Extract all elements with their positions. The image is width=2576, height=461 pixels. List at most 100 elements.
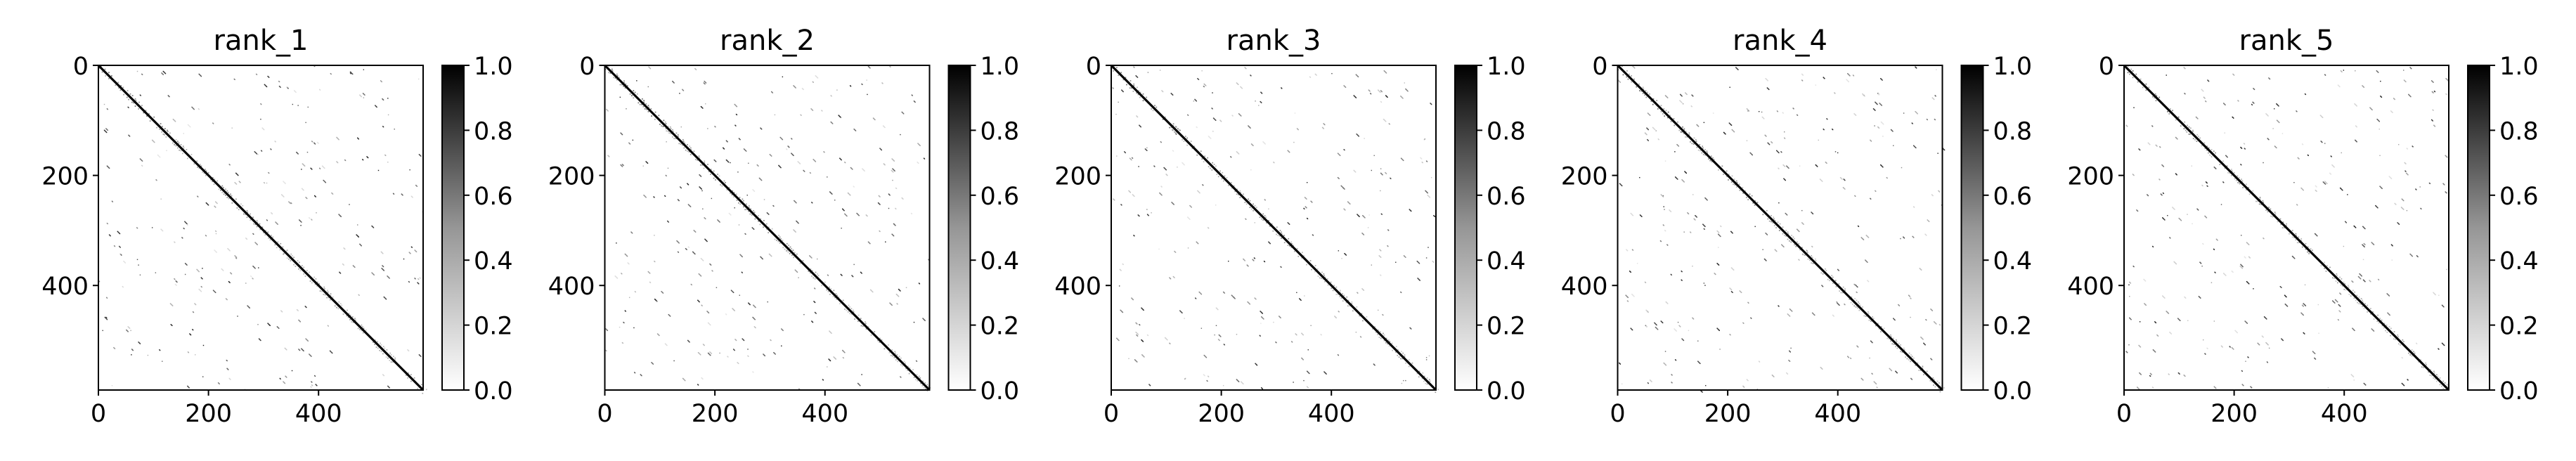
heatmap-cell <box>1697 361 1700 363</box>
heatmap-cell <box>2447 79 2449 81</box>
heatmap-cell <box>1408 359 1410 361</box>
heatmap-cell <box>1877 126 1879 128</box>
heatmap-cell <box>2184 67 2185 69</box>
heatmap-cell <box>1224 292 1225 294</box>
heatmap-cell <box>1811 262 1813 264</box>
heatmap-cell <box>1662 113 1664 115</box>
heatmap-cell <box>1200 293 1202 294</box>
heatmap-cell <box>259 339 261 341</box>
heatmap-cell <box>1652 127 1655 129</box>
heatmap-cell <box>1809 259 1811 261</box>
heatmap-cell <box>136 70 138 72</box>
heatmap-cell <box>1729 334 1730 335</box>
heatmap-cell <box>753 190 756 192</box>
heatmap-cell <box>1118 339 1120 342</box>
heatmap-cell <box>1783 165 1785 167</box>
heatmap-cell <box>250 275 252 277</box>
heatmap-cell <box>695 69 697 70</box>
heatmap-cell <box>2352 375 2354 377</box>
heatmap-cell <box>736 200 738 201</box>
y-tick-label: 0 <box>579 53 595 81</box>
heatmap-cell <box>1418 370 1420 372</box>
heatmap-cell <box>865 214 867 216</box>
heatmap-cell <box>1141 354 1143 356</box>
heatmap-cell <box>1802 223 1804 225</box>
heatmap-cell <box>290 260 292 261</box>
y-tick-label: 400 <box>548 273 595 301</box>
heatmap-cell <box>613 77 614 79</box>
heatmap-cell <box>1938 190 1939 192</box>
heatmap-cell <box>266 220 268 221</box>
heatmap-cell <box>1288 151 1290 152</box>
heatmap-cell <box>619 96 621 98</box>
heatmap-cell <box>1380 257 1382 258</box>
heatmap-cell <box>1801 247 1803 249</box>
heatmap-cell <box>1837 269 1839 271</box>
heatmap-cell <box>1357 214 1359 216</box>
heatmap-cell <box>877 339 879 342</box>
heatmap-cell <box>2316 186 2317 188</box>
heatmap-cell <box>227 247 228 249</box>
heatmap-cell <box>1400 351 1402 353</box>
heatmap-cell <box>682 144 683 146</box>
heatmap-cell <box>1283 235 1285 236</box>
heatmap-cell <box>2238 100 2239 102</box>
heatmap-cell <box>305 338 306 339</box>
heatmap-cell <box>105 128 107 129</box>
heatmap-cell <box>311 384 313 387</box>
heatmap-cell <box>1683 133 1685 135</box>
heatmap-cell <box>668 314 670 316</box>
heatmap-cell <box>1428 195 1430 197</box>
heatmap-cell <box>1842 286 1844 288</box>
heatmap-cell <box>314 143 316 145</box>
heatmap-cell <box>1798 242 1800 245</box>
heatmap-cell <box>751 227 753 228</box>
heatmap-cell <box>753 190 755 192</box>
heatmap-cell <box>697 299 699 301</box>
heatmap-cell <box>857 314 860 316</box>
heatmap-cell <box>1868 311 1869 313</box>
heatmap-cell <box>1863 315 1865 317</box>
heatmap-cell <box>869 242 871 245</box>
heatmap-cell <box>1239 190 1241 192</box>
x-tick-label: 400 <box>801 400 848 428</box>
heatmap-cell <box>1290 241 1292 243</box>
heatmap-cell <box>1241 382 1243 384</box>
heatmap-cell <box>1733 269 1735 271</box>
heatmap-cell <box>634 91 636 93</box>
heatmap-cell <box>2376 70 2378 72</box>
heatmap-cell <box>1766 79 1768 81</box>
heatmap-cell <box>1288 223 1290 225</box>
heatmap-cell <box>1385 72 1387 74</box>
main-diagonal <box>1617 64 1943 391</box>
heatmap-cell <box>1910 377 1912 379</box>
heatmap-cell <box>245 214 247 216</box>
heatmap-cell <box>1351 303 1353 305</box>
heatmap-cell <box>2253 89 2255 91</box>
heatmap-cell <box>1236 193 1238 195</box>
heatmap-cell <box>411 196 413 197</box>
heatmap-cell <box>187 224 188 226</box>
heatmap-cell <box>1933 379 1935 381</box>
heatmap-cell <box>2140 78 2142 80</box>
heatmap-cell <box>687 184 690 186</box>
heatmap-cell <box>2356 141 2357 143</box>
heatmap-cell <box>2197 118 2199 119</box>
heatmap-cell <box>115 84 117 86</box>
heatmap-cell <box>1378 337 1380 338</box>
heatmap-cell <box>1409 327 1411 329</box>
heatmap-cell <box>1330 281 1332 283</box>
heatmap-cell <box>1775 250 1777 252</box>
heatmap-cell <box>2241 370 2243 372</box>
heatmap-cell <box>888 194 890 195</box>
heatmap-cell <box>1619 183 1622 185</box>
heatmap-cell <box>1729 86 1730 88</box>
heatmap-cell <box>174 121 176 122</box>
heatmap-cell <box>1663 225 1664 226</box>
heatmap-cell <box>2158 178 2160 180</box>
heatmap-cell <box>2370 280 2371 283</box>
x-tick-label: 200 <box>692 400 739 428</box>
heatmap-cell <box>2418 361 2419 363</box>
heatmap-cell <box>794 200 796 202</box>
heatmap-cell <box>1388 345 1390 347</box>
